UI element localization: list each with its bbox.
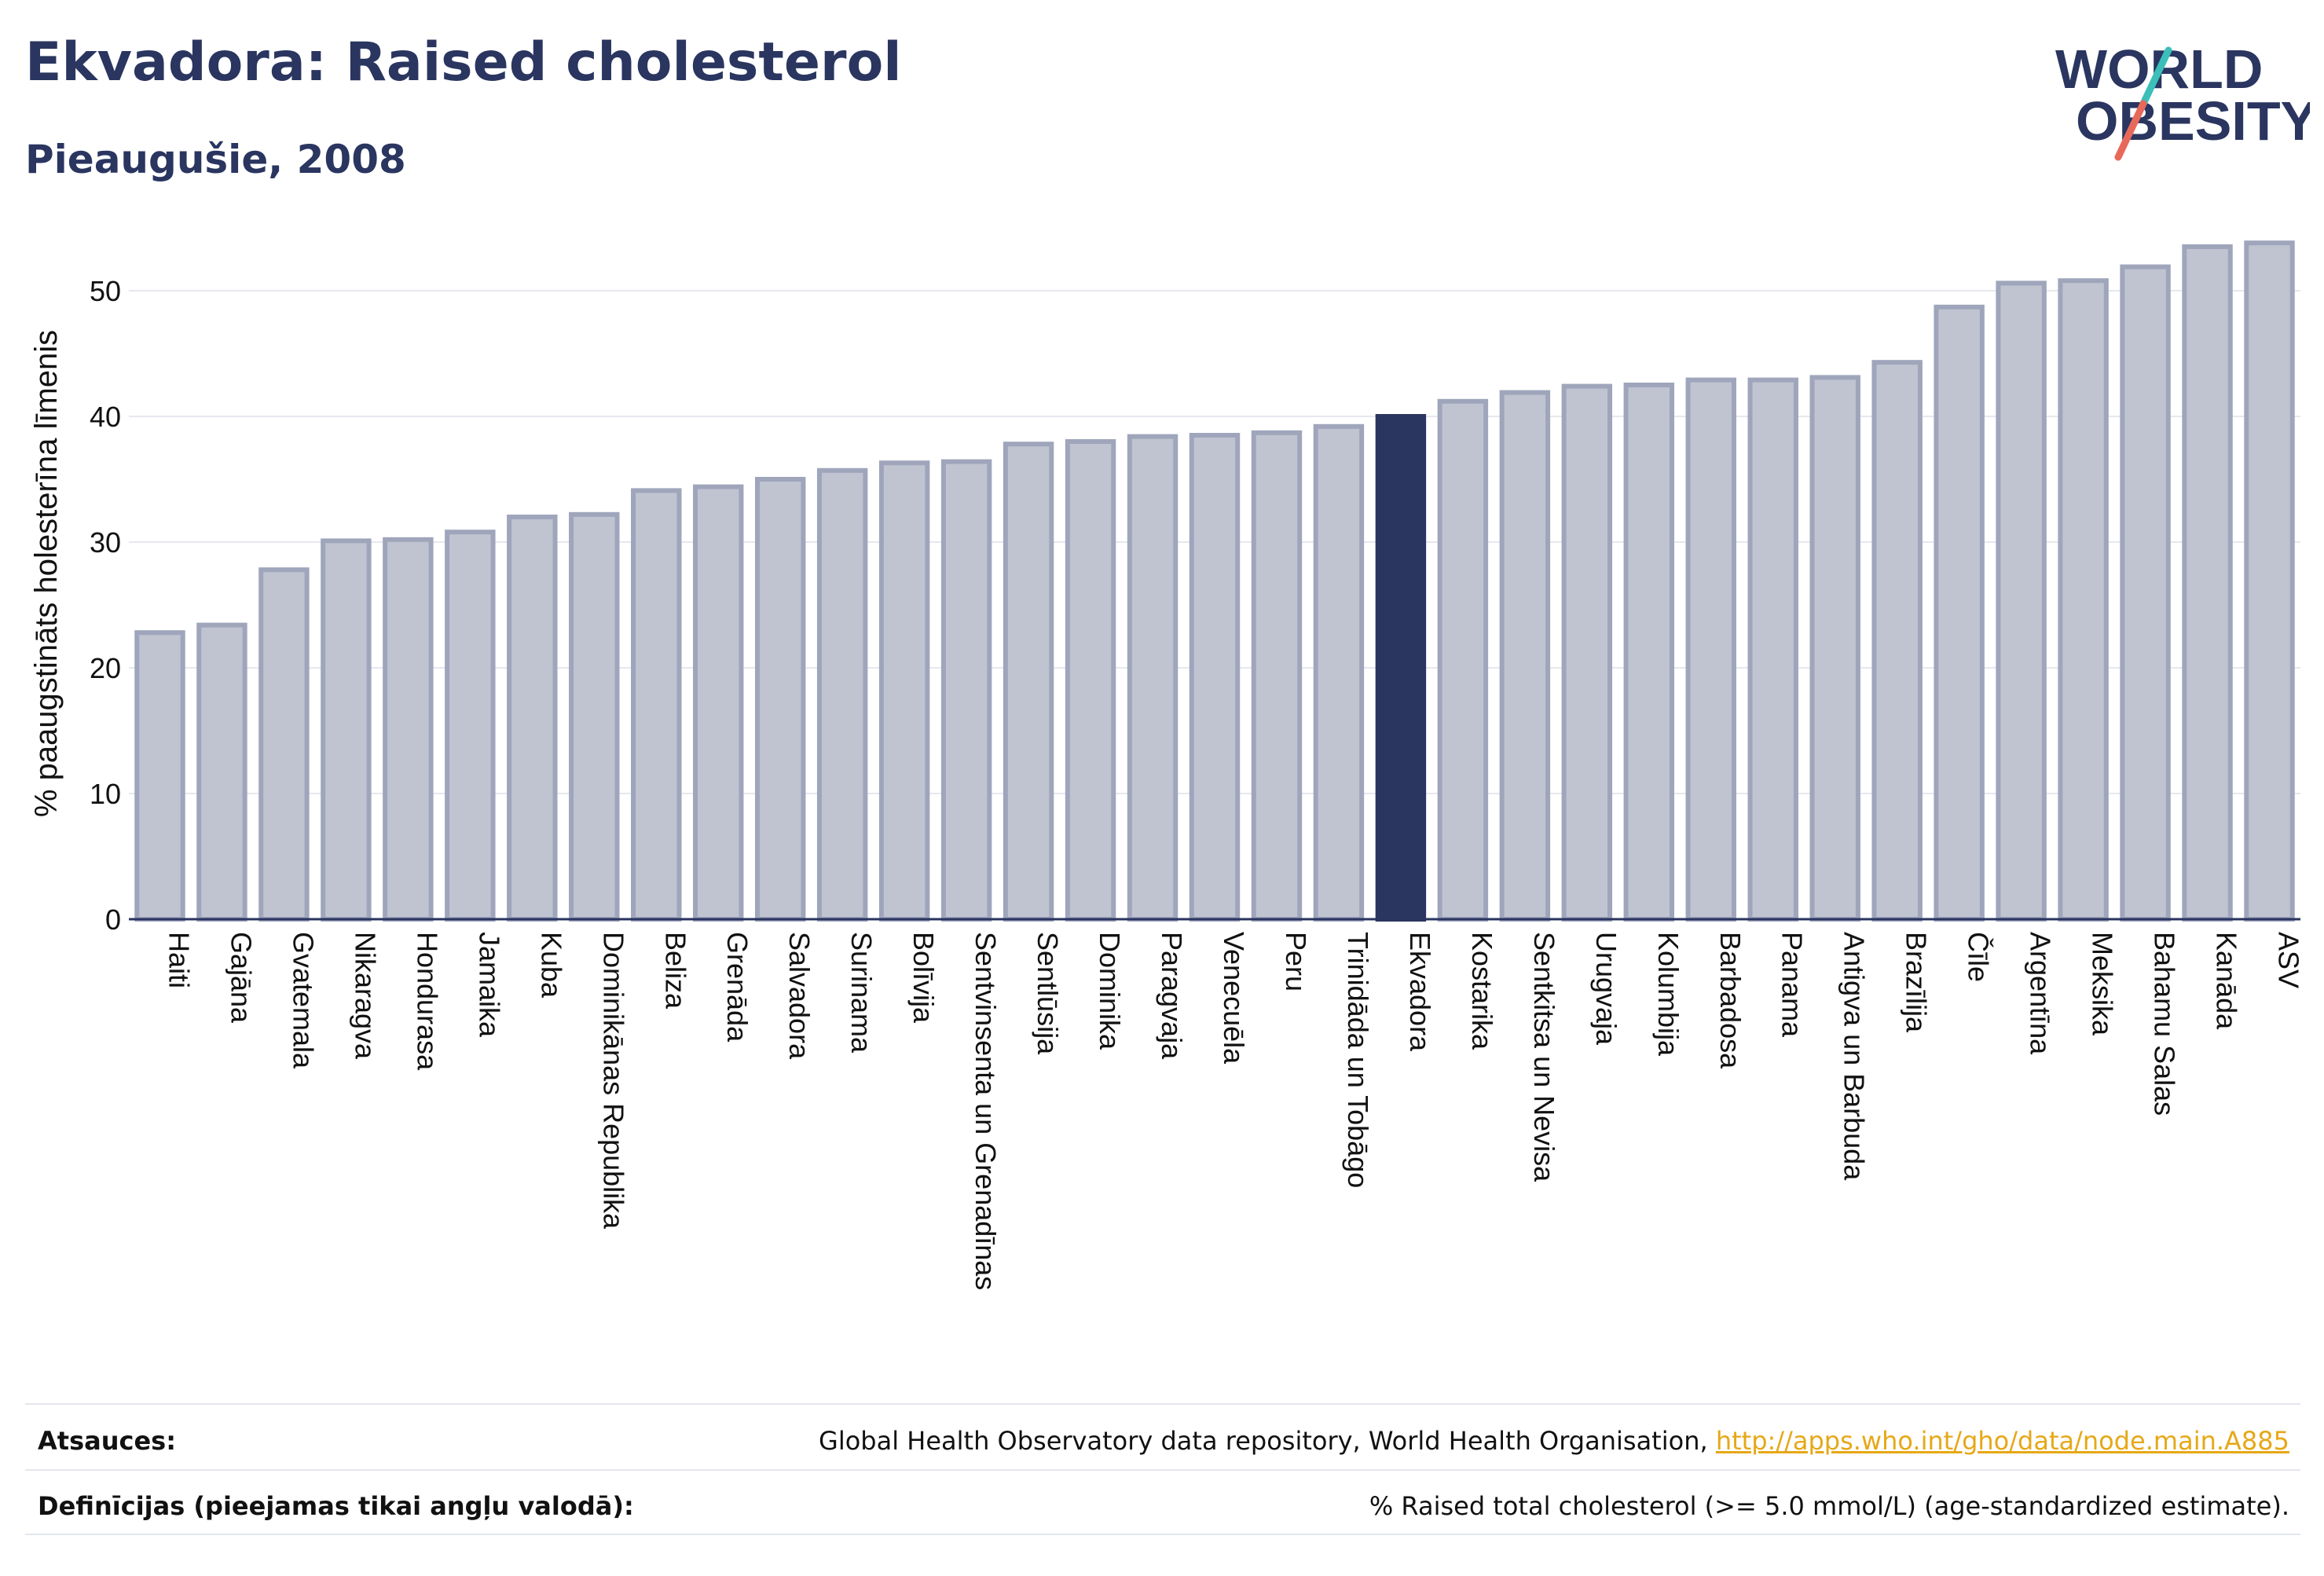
y-tick-label: 30 — [90, 526, 121, 559]
x-tick-labels: Haiti Gajāna Gvatemala Nikaragva Hondurasa Ja… — [163, 932, 2304, 1290]
x-tick-label: Čīle — [1963, 932, 1995, 982]
bar — [569, 511, 620, 922]
x-tick-label: Beliza — [659, 932, 691, 1010]
bar — [878, 460, 930, 922]
bar — [134, 630, 185, 922]
y-tick-labels: 0 10 20 30 40 50 — [90, 275, 121, 936]
bar — [1685, 377, 1736, 922]
y-axis-label: % paaugstināts holesterīna līmenis — [29, 330, 64, 817]
bar-chart: 0 10 20 30 40 50 Haiti Gajāna Gvatemala Nikaragv… — [29, 240, 2305, 1290]
logo-slash-top — [2139, 46, 2172, 108]
y-tick-label: 40 — [90, 401, 121, 433]
world-obesity-logo: WORLD OBESITY — [2055, 38, 2310, 161]
bar — [2058, 278, 2109, 922]
bar — [1127, 434, 1178, 922]
bar — [507, 515, 558, 922]
bar — [1313, 423, 1365, 922]
bar-highlight — [1375, 414, 1427, 922]
sources-value: Global Health Observatory data repositor… — [819, 1426, 2289, 1456]
bar — [1499, 390, 1551, 922]
footer-divider-top — [25, 1403, 2300, 1405]
x-tick-label: Bahamu Salas — [2149, 932, 2181, 1116]
page-title: Ekvadora: Raised cholesterol — [25, 31, 902, 93]
x-tick-label: Antigva un Barbuda — [1838, 932, 1871, 1181]
x-tick-label: Salvadora — [783, 932, 816, 1060]
y-tick-label: 20 — [90, 652, 121, 684]
bars — [134, 240, 2295, 922]
logo-line2: OBESITY — [2076, 90, 2310, 152]
bar — [1871, 360, 1923, 922]
x-tick-label: Haiti — [163, 932, 195, 988]
sources-text: Global Health Observatory data repositor… — [819, 1426, 1716, 1456]
y-tick-label: 0 — [105, 903, 121, 936]
x-tick-label: Venecuēla — [1218, 932, 1250, 1065]
x-tick-label: Dominikānas Republika — [597, 932, 629, 1230]
x-tick-label: Kostarika — [1466, 932, 1498, 1050]
x-tick-label: Sentlūsija — [1032, 932, 1064, 1055]
x-tick-label: Trinidāda un Tobāgo — [1342, 932, 1374, 1188]
bar — [383, 537, 434, 922]
x-tick-label: Paragvaja — [1156, 932, 1188, 1060]
page-subtitle: Pieaugušie, 2008 — [25, 137, 406, 182]
bar — [2182, 244, 2233, 922]
x-tick-label: Sentkitsa un Nevisa — [1528, 932, 1560, 1182]
bar — [816, 467, 868, 922]
bar — [321, 538, 372, 922]
x-tick-label: Gvatemala — [287, 932, 319, 1069]
bar — [445, 530, 496, 922]
bar — [1437, 398, 1489, 922]
x-tick-label: Argentīna — [2025, 932, 2057, 1055]
bar — [2120, 264, 2171, 922]
x-tick-label: Kuba — [535, 932, 567, 999]
x-tick-label: Panama — [1776, 932, 1809, 1038]
x-tick-label: Jamaika — [473, 932, 505, 1038]
x-tick-label: Kanāda — [2211, 932, 2243, 1030]
bar — [693, 484, 744, 922]
x-tick-label: Sentvinsenta un Grenadīnas — [970, 932, 1002, 1290]
footer-divider-bottom — [25, 1534, 2300, 1535]
definitions-value: % Raised total cholesterol (>= 5.0 mmol/… — [1369, 1491, 2289, 1521]
x-tick-label: Peru — [1280, 932, 1312, 991]
bar — [196, 622, 247, 922]
bar — [1003, 442, 1054, 922]
bar — [1065, 439, 1116, 922]
x-tick-label: Barbadosa — [1714, 932, 1747, 1069]
x-tick-label: Dominika — [1094, 932, 1126, 1050]
footer-divider-middle — [25, 1469, 2300, 1471]
bar — [940, 459, 992, 922]
logo-slash-bottom — [2114, 100, 2147, 161]
definitions-label: Definīcijas (pieejamas tikai angļu valod… — [38, 1491, 634, 1521]
x-tick-label: Meksika — [2087, 932, 2119, 1036]
bar — [1623, 383, 1675, 922]
bar — [1251, 430, 1303, 922]
sources-link[interactable]: http://apps.who.int/gho/data/node.main.A… — [1715, 1426, 2289, 1456]
bar — [258, 567, 310, 922]
bar — [754, 477, 806, 922]
x-tick-label: Surinama — [845, 932, 878, 1054]
x-tick-label: Gajāna — [225, 932, 257, 1024]
x-tick-label: Kolumbija — [1652, 932, 1684, 1057]
x-tick-label: Bolīvija — [907, 932, 940, 1024]
bar — [2244, 240, 2295, 922]
x-tick-label: Grenāda — [721, 932, 753, 1043]
bar — [1809, 375, 1860, 922]
sources-label: Atsauces: — [38, 1426, 176, 1456]
x-tick-label: Urugvaja — [1590, 932, 1622, 1046]
x-tick-label: ASV — [2273, 932, 2305, 988]
x-tick-label: Hondurasa — [411, 932, 443, 1071]
x-tick-label: Brazīlija — [1901, 932, 1933, 1033]
y-tick-label: 50 — [90, 275, 121, 307]
y-tick-label: 10 — [90, 778, 121, 810]
bar — [1934, 304, 1985, 922]
bar — [1747, 377, 1798, 922]
bar — [631, 488, 682, 922]
bar — [1561, 383, 1613, 922]
x-tick-label: Ekvadora — [1404, 932, 1436, 1052]
bar — [1189, 433, 1241, 922]
bar — [1996, 280, 2047, 922]
x-tick-label: Nikaragva — [349, 932, 381, 1060]
